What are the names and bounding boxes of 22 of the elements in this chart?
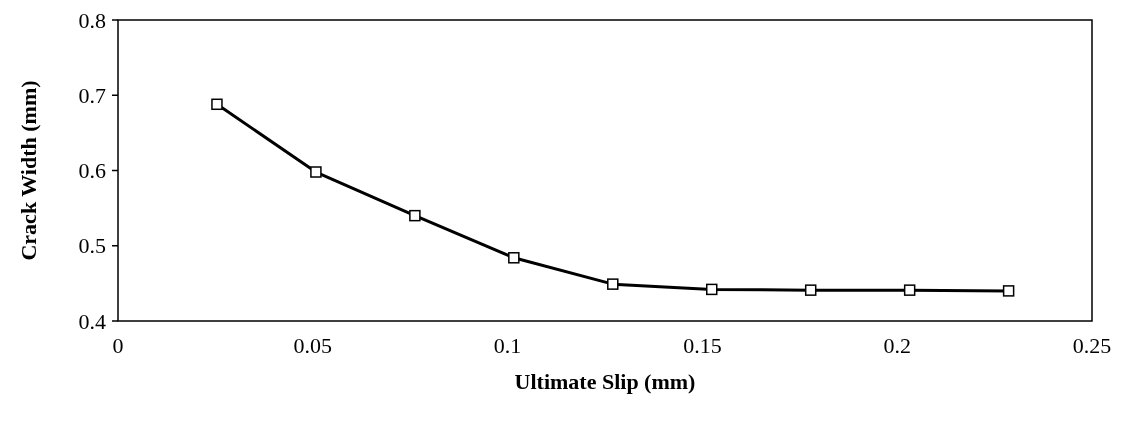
point: [903, 284, 916, 296]
point: [409, 209, 421, 222]
point: [211, 98, 223, 111]
point: [607, 278, 619, 290]
y-axis-title: Crack Width (mm): [16, 80, 41, 261]
y-tick-label: 0.7: [78, 82, 106, 108]
point: [1002, 285, 1015, 297]
x-tick-label: 0.2: [883, 333, 911, 358]
x-tick-label: 0.25: [1072, 333, 1112, 358]
y-tick-label: 0.8: [78, 7, 106, 33]
x-tick-label: 0.1: [493, 333, 522, 358]
point: [804, 284, 817, 296]
x-axis-title: Ultimate Slip (mm): [514, 369, 696, 394]
point: [508, 252, 520, 264]
y-tick-label: 0.6: [78, 158, 106, 184]
x-tick-label: 0.05: [293, 333, 333, 358]
y-tick-label: 0.5: [78, 233, 106, 259]
point: [706, 283, 718, 296]
x-tick-label: 0.15: [683, 333, 722, 358]
y-tick-label: 0.4: [78, 308, 106, 334]
x-tick-label: 0: [112, 333, 124, 358]
point: [310, 166, 322, 178]
